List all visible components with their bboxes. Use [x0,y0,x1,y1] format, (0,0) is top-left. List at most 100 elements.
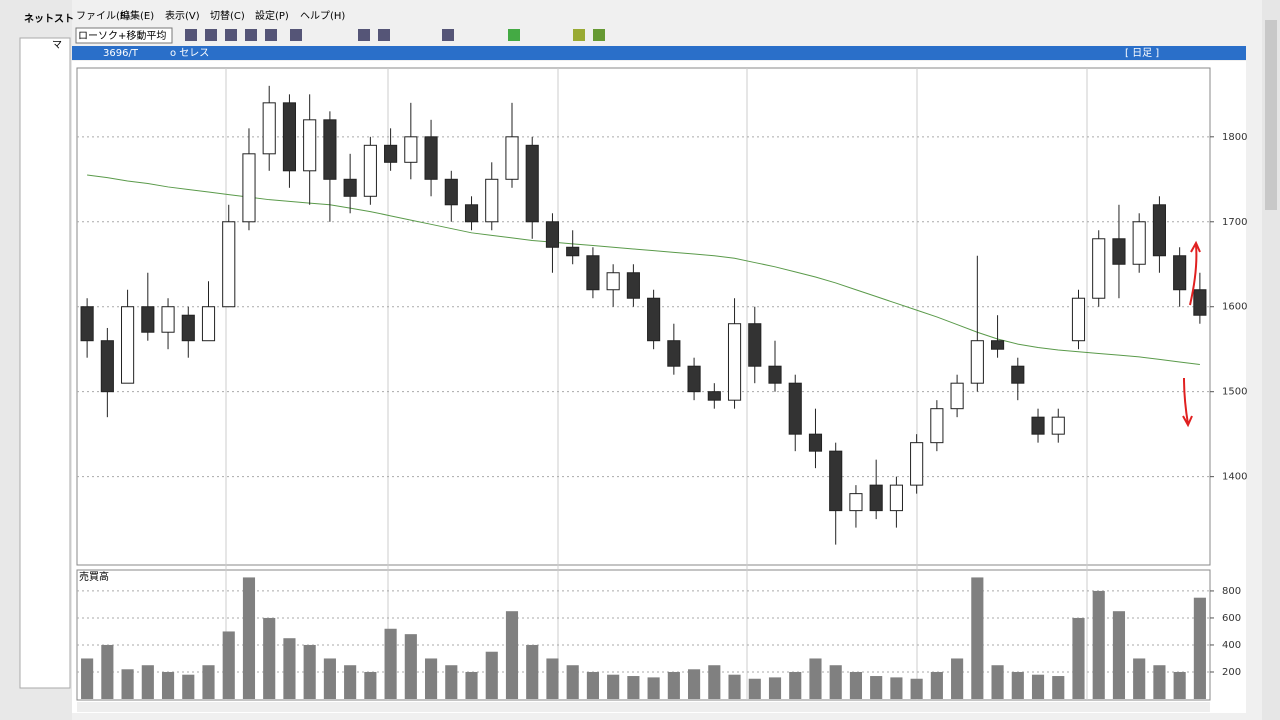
candle-body [545,221,560,248]
candle-body [950,382,964,410]
tool-button[interactable] [265,29,277,41]
volume-bar [526,644,539,699]
tool-button[interactable] [205,29,217,41]
candle-body [1031,416,1045,435]
candle-body [1051,416,1065,435]
volume-bar [971,577,984,699]
volume-bar [1052,676,1065,699]
volume-bar [81,658,94,699]
volume-bar [1072,617,1085,699]
candle-body [1152,204,1166,257]
chart-area [72,61,1246,713]
tool-button[interactable] [593,29,605,41]
stock-name: o セレス [170,47,209,59]
volume-bar [1031,674,1045,699]
volume-bar [1193,597,1206,699]
mode-select[interactable] [75,27,173,44]
volume-bar [1133,658,1146,699]
volume-title: 売買高 [79,570,109,583]
candle-body [849,493,863,512]
tool-button[interactable] [508,29,520,41]
candle-body [707,391,721,401]
toolbar [185,29,605,41]
volume-bar [829,665,842,699]
volume-bar [101,644,114,699]
y-tick-label: 600 [1222,613,1241,624]
menu-item[interactable]: 設定(P) [255,9,289,22]
tool-button[interactable] [442,29,454,41]
candle-body [181,314,195,342]
candle-body [788,382,802,435]
candle-body [384,144,398,163]
candle-body [1011,365,1025,384]
y-tick-label: 200 [1222,667,1241,678]
arrow-up [1189,240,1201,306]
menu-item[interactable]: 切替(C) [210,9,245,22]
tree-panel [19,37,71,689]
y-tick-label: 1800 [1222,132,1247,143]
candle-body [727,323,742,401]
tool-button[interactable] [378,29,390,41]
volume-bar [708,665,721,699]
volume-bar [263,617,276,699]
menu-item[interactable]: 表示(V) [165,9,200,22]
volume-bar [303,644,316,699]
volume-bar [283,638,296,699]
tool-button[interactable] [290,29,302,41]
volume-bar [505,611,519,699]
volume-bar [870,676,883,699]
tool-button[interactable] [358,29,370,41]
candle-body [910,442,924,486]
volume-bar [586,671,599,699]
tool-button[interactable] [573,29,585,41]
volume-bar [465,671,478,699]
menu-item[interactable]: 編集(E) [120,9,154,22]
candle-body [141,306,155,333]
candle-body [525,144,539,223]
menu-item[interactable]: ファイル(F) [76,11,130,22]
volume-bar [728,674,741,699]
volume-bar [404,634,417,699]
candle-body [808,433,823,452]
candle-body [161,306,175,333]
tool-button[interactable] [225,29,237,41]
volume-bar [1153,665,1166,699]
volume-bar [364,671,377,699]
volume-bar [748,678,761,699]
candle-body [869,484,883,512]
y-tick-label: 1600 [1222,302,1247,313]
stock-code: 3696/T [103,48,139,59]
arrow-down [1182,377,1193,428]
candle-body [222,221,236,308]
candle-body [464,204,479,223]
candle-body [1132,221,1146,265]
volume-bar [546,658,559,699]
scroll-thumb[interactable] [1265,20,1277,210]
tool-button[interactable] [245,29,257,41]
candle-body [343,178,357,197]
candle-body [1092,238,1106,299]
candle-body [647,297,661,342]
candle-body [121,306,135,384]
volume-bar [1173,671,1186,699]
y-tick-label: 400 [1222,640,1241,651]
candle-body [80,306,94,342]
candle-body [667,340,681,367]
candle-body [889,484,903,512]
volume-bar [607,674,620,699]
volume-bar [323,658,336,699]
tool-button[interactable] [185,29,197,41]
h-scrollbar[interactable] [77,702,1210,712]
volume-bar [344,665,357,699]
date-grid [225,68,1088,700]
y-tick-label: 1700 [1222,217,1247,228]
volume-bar [1092,590,1105,699]
plot: 1400 1500 1600 1700 1800 200 400 600 800 [77,85,1247,699]
menu-item[interactable]: ヘルプ(H) [300,10,345,22]
volume-bar [930,671,943,699]
candle-body [303,119,317,172]
moving-average [87,174,1200,365]
candle-body [970,340,984,384]
candle-body [1173,255,1187,291]
